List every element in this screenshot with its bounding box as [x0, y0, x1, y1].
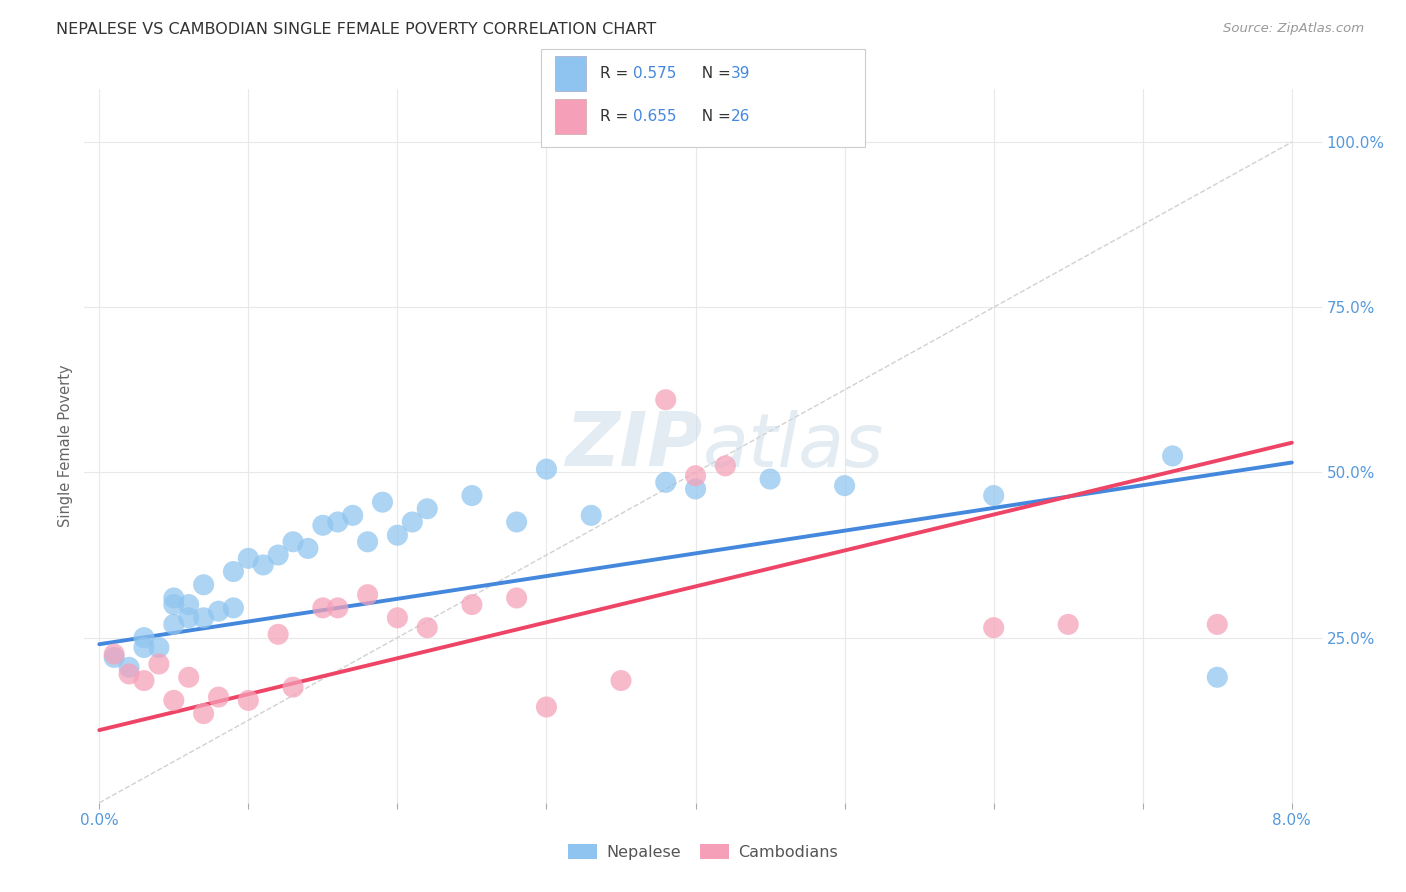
- Point: [238, 693, 260, 707]
- Text: 0.575: 0.575: [633, 66, 676, 81]
- Point: [1206, 617, 1229, 632]
- Point: [685, 482, 707, 496]
- Point: [579, 508, 602, 523]
- Text: ZIP: ZIP: [565, 409, 703, 483]
- Text: N =: N =: [692, 66, 735, 81]
- Point: [267, 548, 290, 562]
- Text: 26: 26: [731, 109, 751, 124]
- Point: [505, 515, 527, 529]
- Point: [654, 475, 676, 490]
- Point: [401, 515, 423, 529]
- Point: [207, 690, 229, 704]
- Point: [222, 565, 245, 579]
- Text: Source: ZipAtlas.com: Source: ZipAtlas.com: [1223, 22, 1364, 36]
- Point: [461, 489, 484, 503]
- Point: [326, 515, 349, 529]
- Text: 39: 39: [731, 66, 751, 81]
- Point: [238, 551, 260, 566]
- Point: [312, 518, 335, 533]
- Point: [163, 591, 186, 605]
- Y-axis label: Single Female Poverty: Single Female Poverty: [58, 365, 73, 527]
- Point: [983, 489, 1005, 503]
- Point: [1161, 449, 1184, 463]
- Point: [132, 631, 155, 645]
- Point: [252, 558, 274, 572]
- Point: [177, 598, 200, 612]
- Point: [148, 640, 170, 655]
- Point: [505, 591, 527, 605]
- Point: [103, 647, 125, 661]
- Point: [536, 462, 558, 476]
- Legend: Nepalese, Cambodians: Nepalese, Cambodians: [561, 838, 845, 866]
- Point: [371, 495, 394, 509]
- Point: [387, 528, 409, 542]
- Point: [193, 611, 215, 625]
- Point: [118, 660, 141, 674]
- Point: [1206, 670, 1229, 684]
- Point: [281, 680, 304, 694]
- Point: [342, 508, 364, 523]
- Point: [118, 667, 141, 681]
- Text: R =: R =: [600, 109, 634, 124]
- Point: [193, 578, 215, 592]
- Point: [222, 600, 245, 615]
- Point: [759, 472, 782, 486]
- Point: [1057, 617, 1080, 632]
- Point: [326, 600, 349, 615]
- Point: [356, 534, 378, 549]
- Point: [148, 657, 170, 671]
- Point: [267, 627, 290, 641]
- Point: [536, 700, 558, 714]
- Point: [207, 604, 229, 618]
- Point: [132, 673, 155, 688]
- Point: [610, 673, 633, 688]
- Point: [714, 458, 737, 473]
- Point: [132, 640, 155, 655]
- Text: atlas: atlas: [703, 410, 884, 482]
- Point: [193, 706, 215, 721]
- Point: [281, 534, 304, 549]
- Point: [103, 650, 125, 665]
- Point: [356, 588, 378, 602]
- Point: [297, 541, 319, 556]
- Point: [312, 600, 335, 615]
- Text: N =: N =: [692, 109, 735, 124]
- Point: [983, 621, 1005, 635]
- Point: [163, 693, 186, 707]
- Text: R =: R =: [600, 66, 634, 81]
- Text: NEPALESE VS CAMBODIAN SINGLE FEMALE POVERTY CORRELATION CHART: NEPALESE VS CAMBODIAN SINGLE FEMALE POVE…: [56, 22, 657, 37]
- Point: [177, 611, 200, 625]
- Point: [177, 670, 200, 684]
- Point: [461, 598, 484, 612]
- Point: [834, 478, 856, 492]
- Point: [416, 501, 439, 516]
- Point: [654, 392, 676, 407]
- Point: [685, 468, 707, 483]
- Point: [163, 617, 186, 632]
- Point: [387, 611, 409, 625]
- Point: [416, 621, 439, 635]
- Point: [163, 598, 186, 612]
- Text: 0.655: 0.655: [633, 109, 676, 124]
